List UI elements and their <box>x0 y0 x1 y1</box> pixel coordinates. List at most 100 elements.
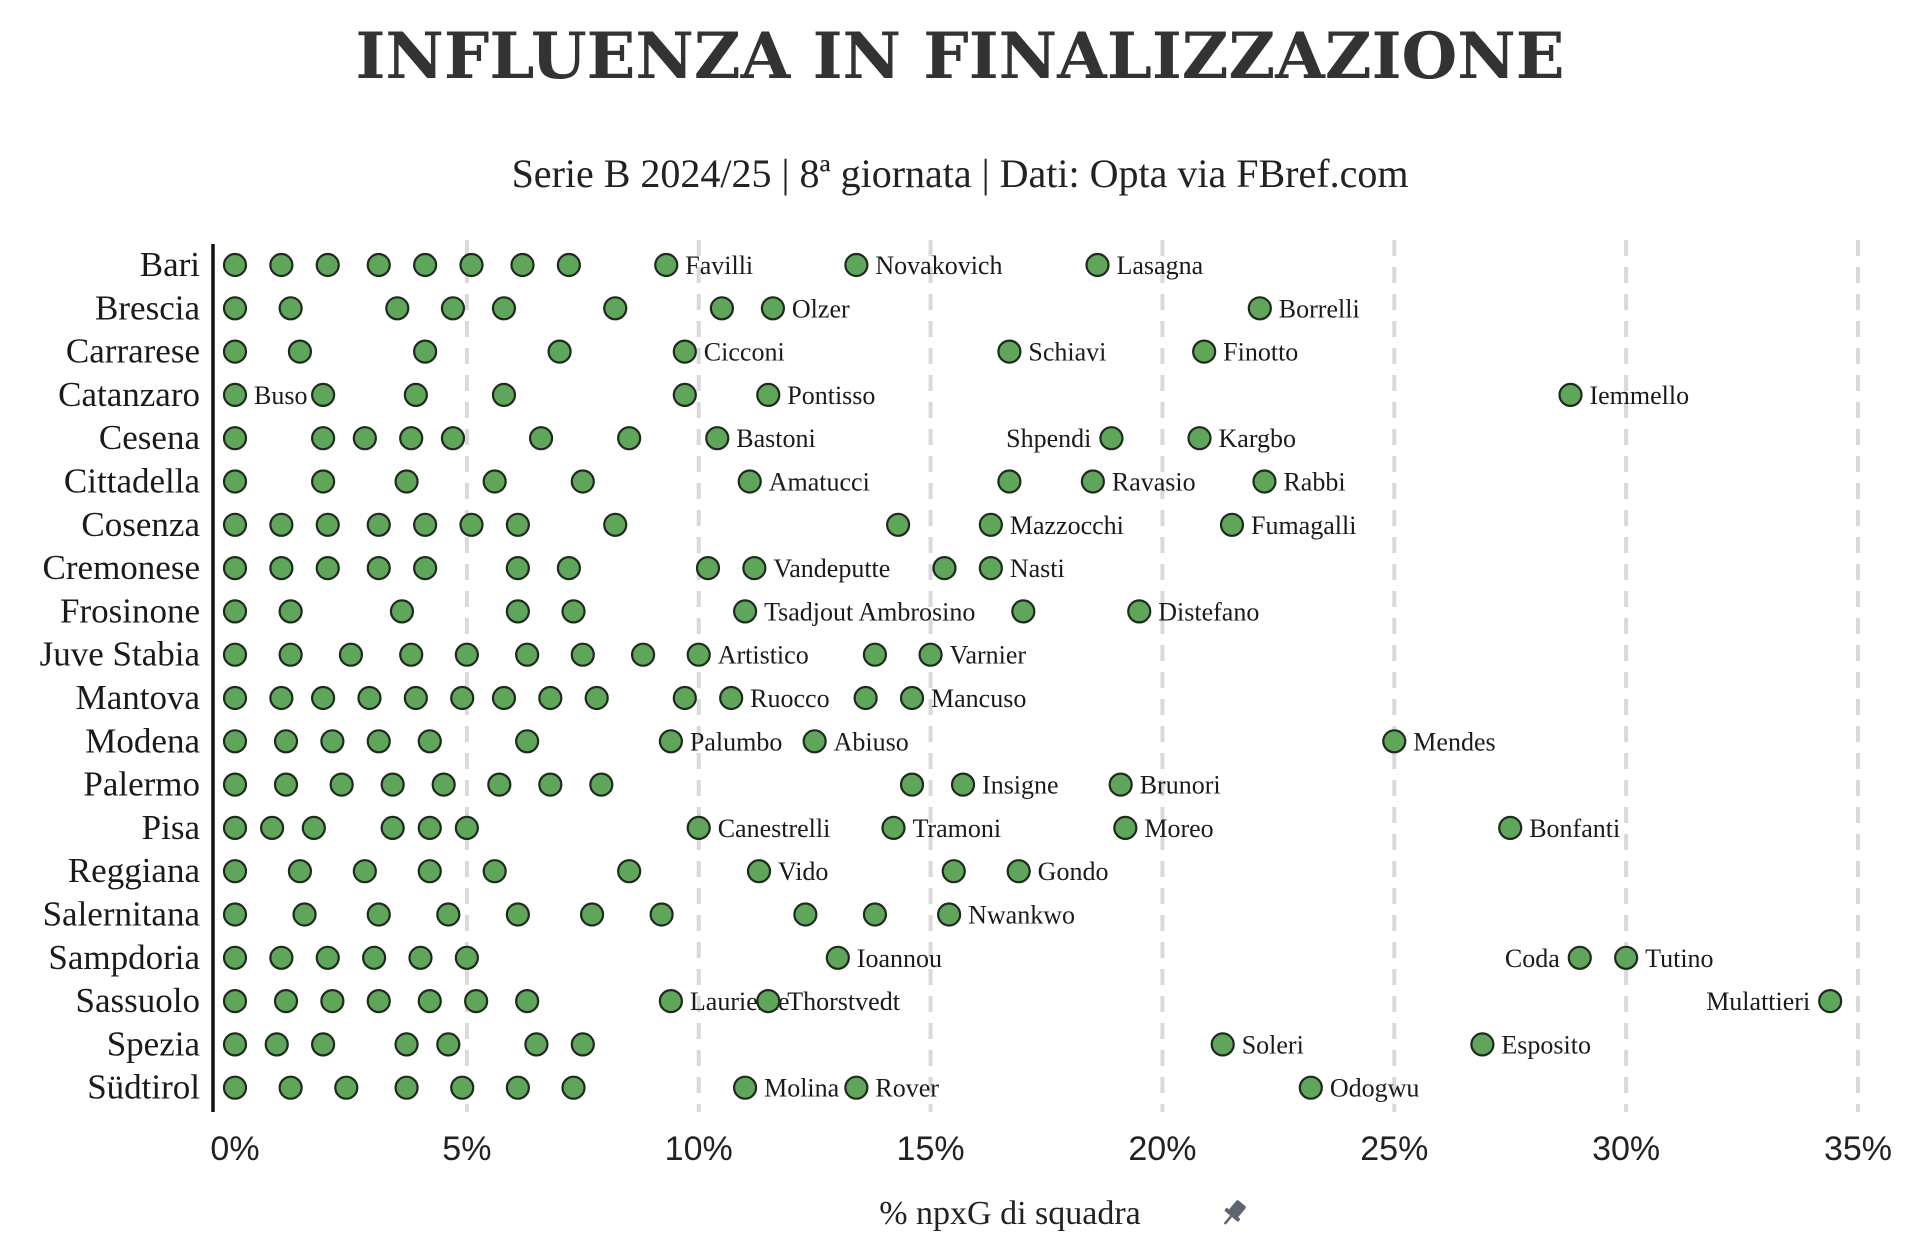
player-label: Fumagalli <box>1251 511 1356 540</box>
player-dot <box>338 642 364 667</box>
player-dot <box>505 599 530 624</box>
player-dot <box>222 426 248 451</box>
player-dot <box>287 339 313 364</box>
player-dot <box>491 382 517 407</box>
player-dot <box>482 469 507 494</box>
player-dot <box>366 988 391 1014</box>
player-label: Gondo <box>1038 857 1109 886</box>
player-dot <box>417 729 442 754</box>
player-dot <box>366 512 391 537</box>
player-dot <box>222 339 248 364</box>
player-dot <box>617 859 642 884</box>
player-dot <box>742 555 767 581</box>
player-label: Molina <box>764 1074 840 1103</box>
player-dot <box>269 512 294 537</box>
player-label: Favilli <box>685 251 753 280</box>
team-row: Reggiana Vido Gondo <box>68 851 1109 890</box>
player-dot <box>1192 339 1217 364</box>
player-dot <box>454 815 479 841</box>
player-dot <box>222 685 248 711</box>
player-dot <box>1470 1032 1495 1057</box>
team-row: Juve Stabia Artistico Varnier <box>40 635 1027 674</box>
player-dot <box>320 988 345 1014</box>
player-dot <box>705 426 730 451</box>
x-tick-label: 25% <box>1360 1130 1428 1168</box>
player-dot <box>366 252 391 278</box>
player-dot <box>222 815 248 841</box>
player-dot <box>222 555 248 581</box>
player-dot <box>899 772 925 797</box>
player-dot <box>222 988 248 1014</box>
x-axis-ticks: 0% 5% 10% 15% 20% 25% 30% 35% <box>210 1130 1892 1168</box>
x-tick-label: 35% <box>1824 1130 1892 1168</box>
x-tick-label: 15% <box>897 1130 965 1168</box>
player-dot <box>366 729 391 754</box>
chart-subtitle: Serie B 2024/25 | 8ª giornata | Dati: Op… <box>512 151 1409 196</box>
player-dot <box>844 1075 869 1100</box>
player-dot <box>357 685 382 711</box>
team-label: Cittadella <box>64 462 201 501</box>
team-row: Pisa Canestrelli Tramoni Moreo Bonfanti <box>142 808 1621 847</box>
player-dot <box>719 685 744 711</box>
player-dot <box>918 642 943 667</box>
player-dot <box>881 815 906 841</box>
grid-layer <box>464 240 1860 1112</box>
player-dot <box>1614 945 1639 970</box>
player-dot <box>515 729 540 754</box>
player-dot <box>802 729 827 754</box>
team-row: Palermo Insigne Brunori <box>83 765 1220 804</box>
player-dot <box>1011 599 1036 624</box>
player-dot <box>380 772 405 797</box>
player-dot <box>1567 945 1592 970</box>
player-dot <box>394 1032 419 1057</box>
player-label: Ioannou <box>857 944 942 973</box>
player-dot <box>686 815 711 841</box>
player-dot <box>1006 859 1031 884</box>
player-dot <box>315 512 340 537</box>
player-label: Shpendi <box>1006 424 1091 453</box>
player-dot <box>950 772 976 797</box>
x-tick-label: 5% <box>442 1130 491 1168</box>
team-label: Mantova <box>76 678 201 717</box>
player-dot <box>436 902 461 927</box>
player-dot <box>222 642 248 667</box>
x-tick-label: 20% <box>1128 1130 1196 1168</box>
team-row: Südtirol Molina Rover Odogwu <box>87 1068 1419 1107</box>
player-label: Schiavi <box>1028 338 1106 367</box>
player-dot <box>505 512 530 537</box>
player-dot <box>352 859 377 884</box>
player-dot <box>436 1032 461 1057</box>
player-dot <box>756 382 781 407</box>
player-dot <box>311 1032 336 1057</box>
player-label: Kargbo <box>1219 424 1297 453</box>
player-dot <box>454 642 479 667</box>
player-dot <box>417 988 442 1014</box>
player-dot <box>311 382 336 407</box>
team-label: Sampdoria <box>48 938 200 977</box>
player-dot <box>528 426 554 451</box>
player-label: Thorstvedt <box>787 987 900 1016</box>
team-label: Cremonese <box>43 548 200 587</box>
player-dot <box>756 988 781 1014</box>
player-dot <box>269 685 294 711</box>
team-label: Bari <box>140 245 201 284</box>
player-label: Vandeputte <box>773 554 890 583</box>
player-dot <box>1085 252 1110 278</box>
player-dot <box>654 252 679 278</box>
player-dot <box>366 902 391 927</box>
player-dot <box>1498 815 1523 841</box>
player-dot <box>259 815 285 841</box>
player-label: Borrelli <box>1279 294 1360 323</box>
team-label: Salernitana <box>43 895 201 934</box>
player-dot <box>862 642 888 667</box>
team-row: Mantova Ruocco Mancuso <box>76 678 1027 717</box>
player-dot <box>491 296 517 321</box>
player-dot <box>264 1032 289 1057</box>
player-dot <box>760 296 786 321</box>
player-dot <box>1298 1075 1323 1100</box>
team-row: Cesena Bastoni Shpendi Kargbo <box>99 418 1296 457</box>
player-dot <box>1818 988 1843 1014</box>
player-dot <box>997 339 1022 364</box>
player-dot <box>737 469 762 494</box>
player-dot <box>886 512 911 537</box>
